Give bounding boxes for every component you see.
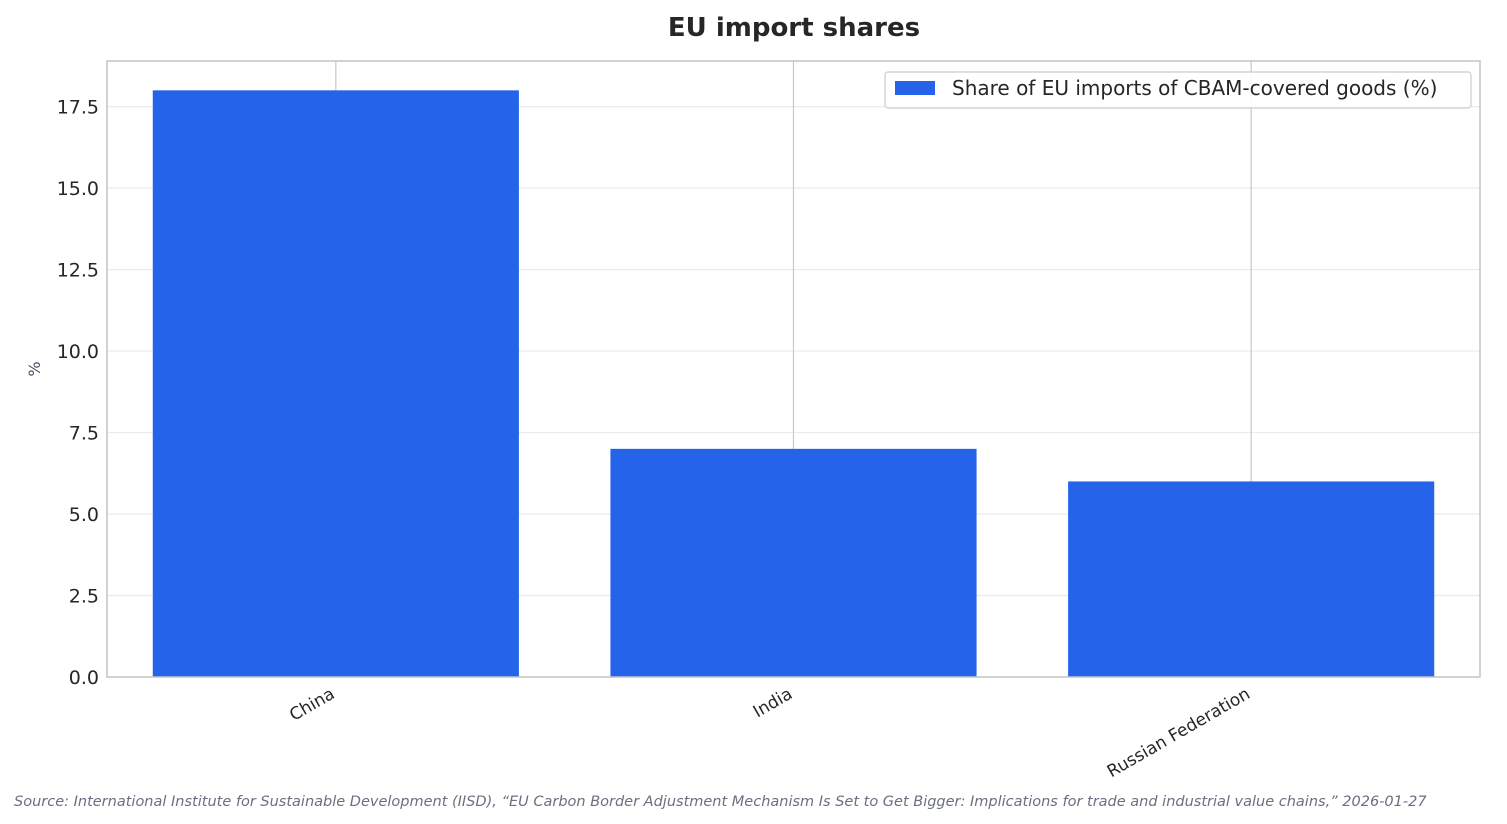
y-tick-label: 15.0 bbox=[57, 178, 99, 200]
bar-china bbox=[152, 90, 519, 678]
legend-box bbox=[884, 71, 1472, 109]
y-tick-label: 5.0 bbox=[69, 504, 99, 526]
legend-swatch bbox=[895, 81, 935, 95]
legend: Share of EU imports of CBAM-covered good… bbox=[884, 71, 1472, 109]
y-tick-label: 0.0 bbox=[69, 667, 99, 689]
y-tick-label: 2.5 bbox=[69, 586, 99, 608]
plot-frame bbox=[106, 60, 1481, 678]
legend-label: Share of EU imports of CBAM-covered good… bbox=[952, 76, 1437, 100]
x-tick-label: India bbox=[750, 684, 796, 722]
y-axis-label: % bbox=[25, 361, 44, 376]
x-tick-label: Russian Federation bbox=[1104, 684, 1254, 782]
x-axis-ticks: China India Russian Federation bbox=[286, 684, 1253, 782]
y-tick-label: 12.5 bbox=[57, 260, 99, 282]
x-tick-label: China bbox=[286, 684, 338, 726]
chart-title: EU import shares bbox=[668, 13, 920, 43]
y-axis-ticks: 0.0 2.5 5.0 7.5 10.0 12.5 15.0 17.5 bbox=[57, 97, 99, 689]
bars bbox=[152, 90, 1435, 678]
y-tick-label: 17.5 bbox=[57, 97, 99, 119]
bar-russian-federation bbox=[1068, 481, 1435, 677]
source-note: Source: International Institute for Sust… bbox=[14, 794, 1427, 810]
y-tick-label: 7.5 bbox=[69, 423, 99, 445]
bar-india bbox=[610, 448, 977, 677]
y-tick-label: 10.0 bbox=[57, 341, 99, 363]
